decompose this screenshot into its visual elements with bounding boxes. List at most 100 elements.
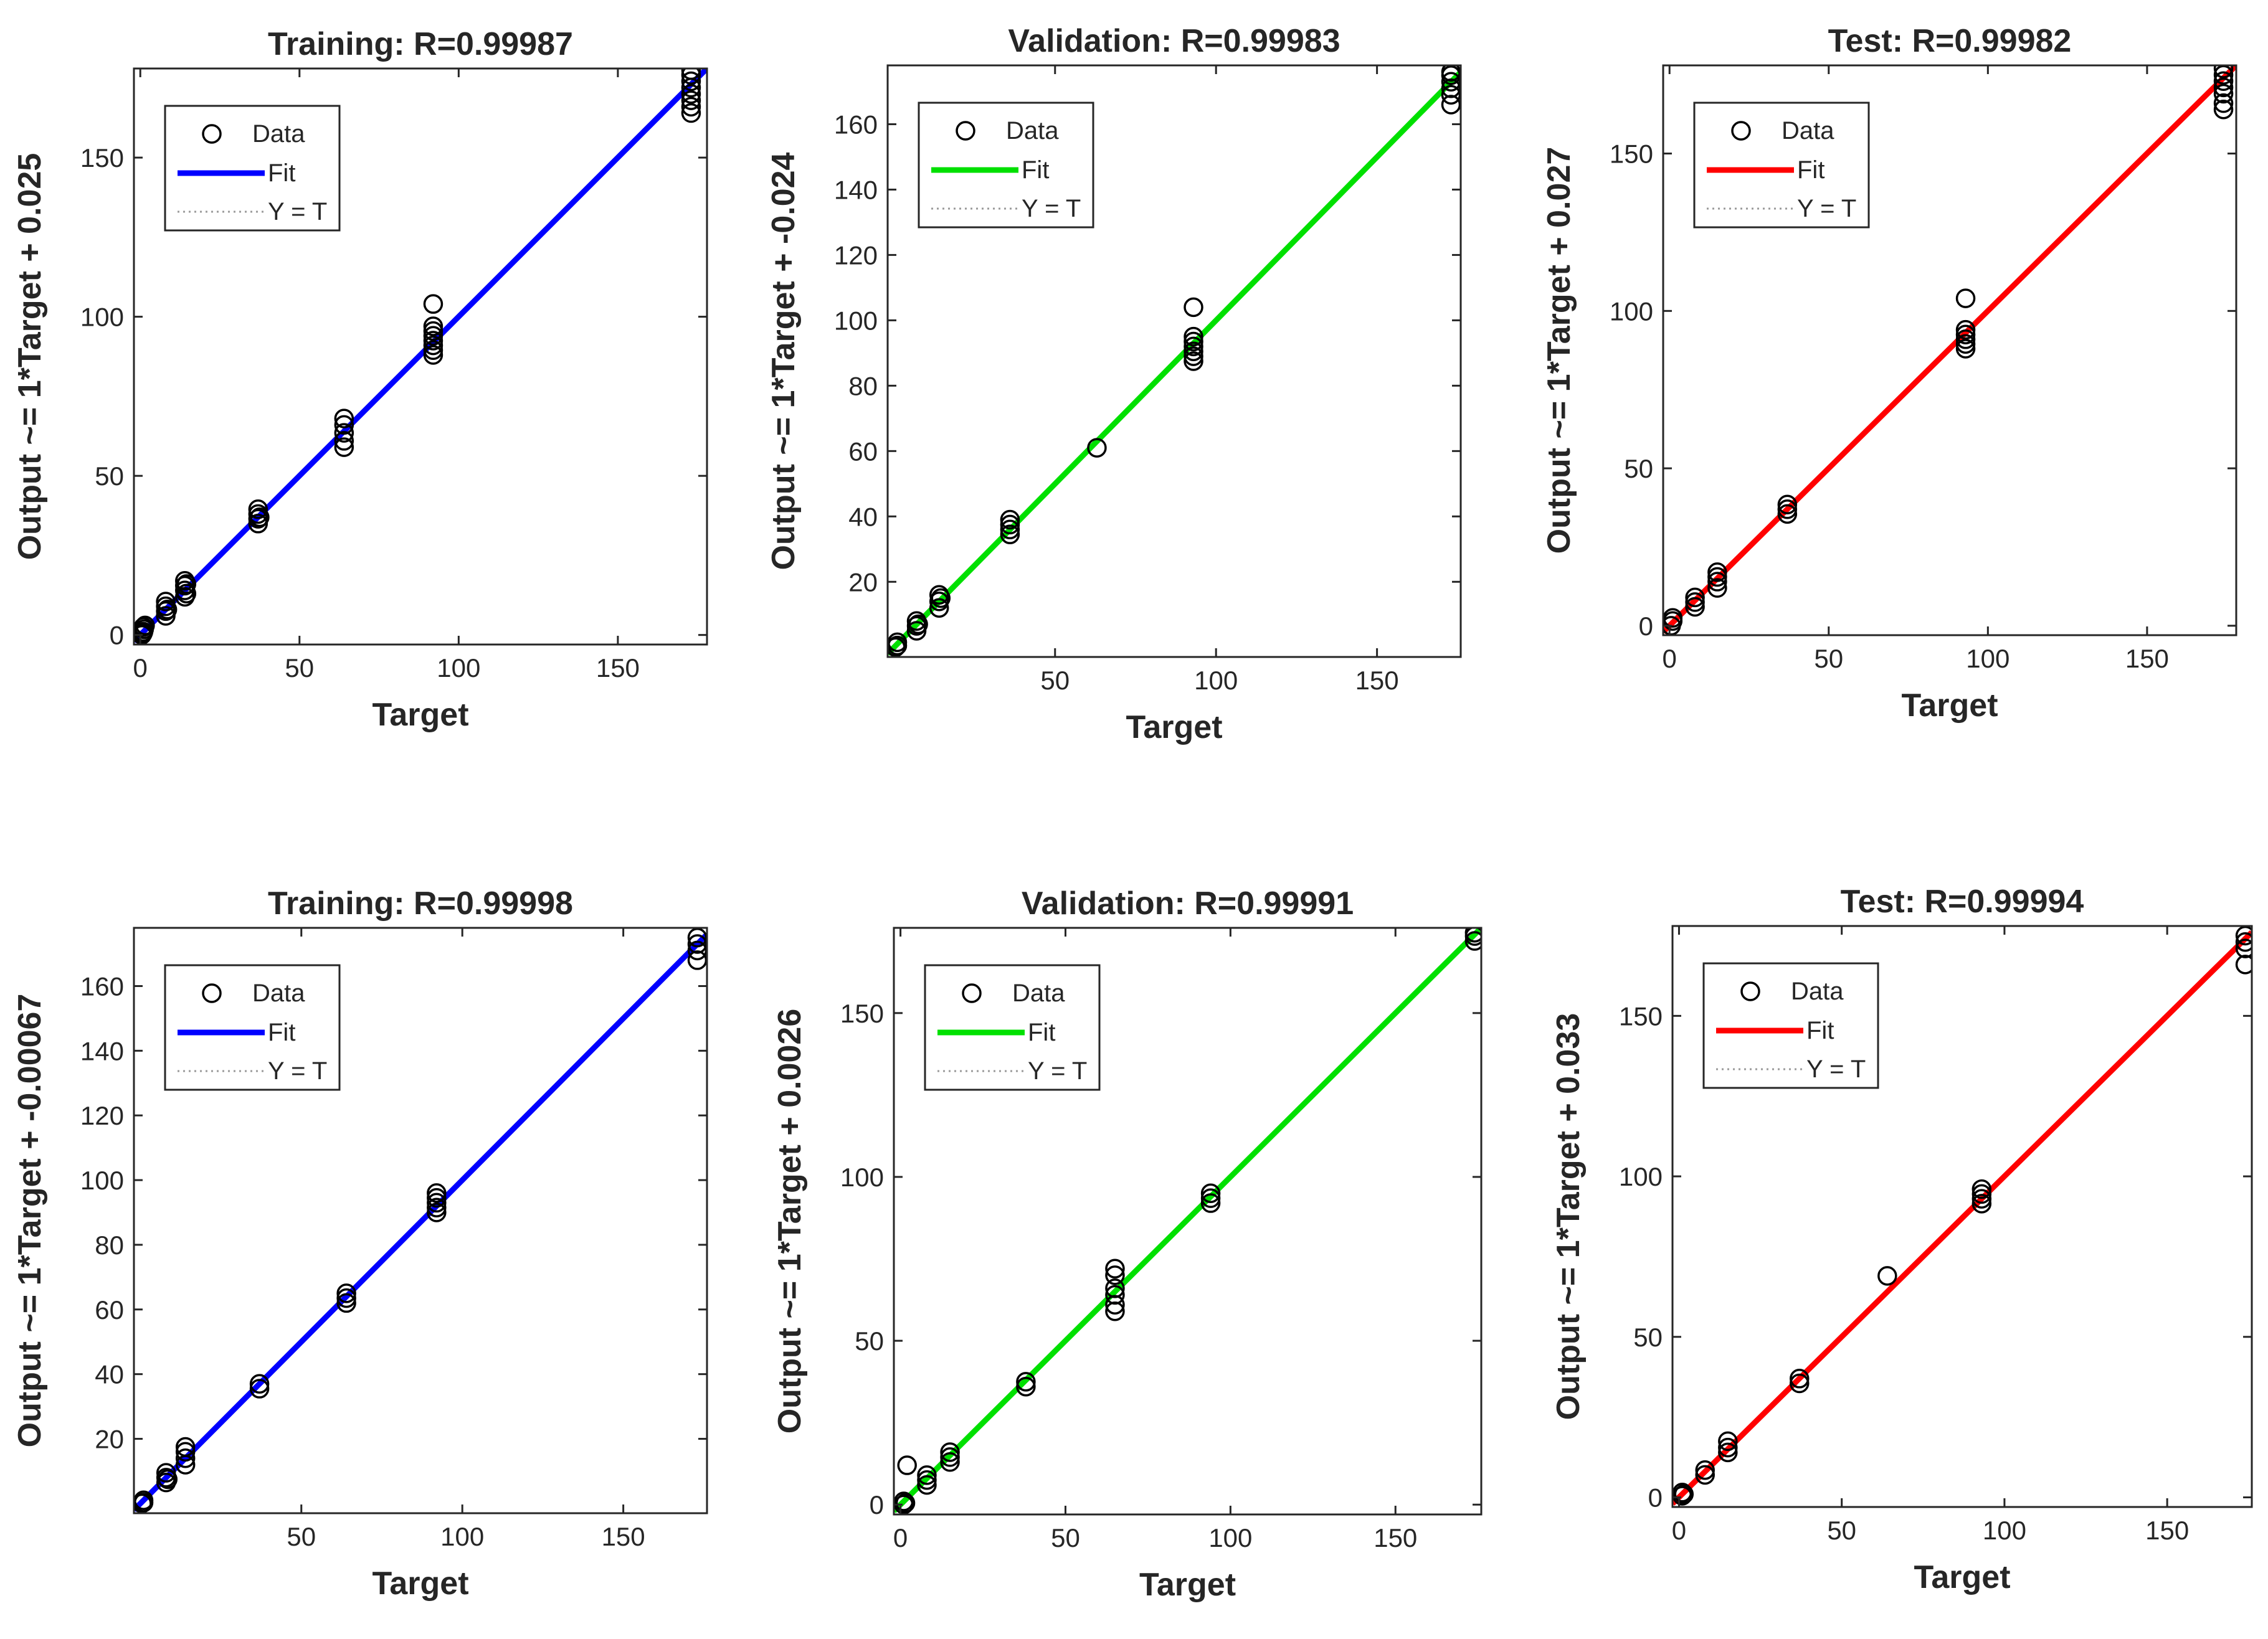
plot5-x-tick-label: 100 xyxy=(1208,1523,1252,1552)
plot2-data-point xyxy=(1000,524,1020,544)
plot2-data-point xyxy=(1184,341,1203,362)
plot6-legend-box xyxy=(1702,962,1879,1089)
plot1-data-point xyxy=(423,316,444,336)
plot6-legend-entry: Data xyxy=(1791,978,1844,1005)
plot2-data-point xyxy=(1184,297,1203,318)
plot6-data-point xyxy=(1971,1194,1992,1214)
plot1-data-point xyxy=(681,90,701,110)
plot4-data-point xyxy=(687,934,707,954)
plot2-legend-box xyxy=(918,102,1094,229)
plot1-data-point xyxy=(135,615,155,636)
plot6-data-point xyxy=(1971,1179,1992,1199)
plot1-data-point xyxy=(423,294,444,314)
plot3-data-point xyxy=(1777,494,1798,514)
plot2-data-point xyxy=(1184,326,1203,347)
plot2-data-point xyxy=(1000,509,1020,530)
plot1-data-point xyxy=(157,600,178,620)
plot4-data-point xyxy=(687,928,707,948)
plot5-data-point xyxy=(1200,1188,1221,1208)
plot2-data-point xyxy=(1441,85,1461,105)
plot5-data-point xyxy=(940,1447,960,1467)
plot4-x-tick-label: 100 xyxy=(440,1522,484,1551)
plot2-legend-entry: Y = T xyxy=(1022,195,1081,222)
plot1-legend-entry: Data xyxy=(252,120,305,148)
plot1-title: Training: R=0.99987 xyxy=(268,26,573,62)
plot1-data-point xyxy=(334,409,354,428)
plot5-y-tick-label: 50 xyxy=(855,1326,884,1356)
plot5-data-point xyxy=(894,1491,914,1511)
plot2-data-point xyxy=(908,614,928,635)
plot3-data-point xyxy=(2213,100,2234,120)
plot5-data-point xyxy=(1105,1285,1125,1305)
plot1-data-point xyxy=(681,103,701,123)
plot4-data-point xyxy=(427,1188,447,1208)
plot3-data-point xyxy=(2213,65,2234,78)
plot3-fit-line xyxy=(1663,65,2236,635)
plot4-data-point xyxy=(156,1468,176,1488)
plot2-y-tick-label: 140 xyxy=(834,175,878,204)
plot5-data-point xyxy=(1105,1265,1125,1285)
plot1-data-point xyxy=(156,592,176,612)
plot3-data-point xyxy=(2213,71,2234,92)
plot5-legend-entry: Y = T xyxy=(1028,1057,1087,1085)
plot3-legend-box xyxy=(1693,102,1870,229)
plot4-legend-entry: Fit xyxy=(268,1019,295,1046)
plot5-data-point xyxy=(1464,931,1481,951)
plot1-data-point xyxy=(423,321,444,341)
plot2-y-tick-label: 60 xyxy=(848,437,878,466)
plot2-data-point xyxy=(1000,519,1020,540)
plot6-x-tick-label: 50 xyxy=(1827,1516,1856,1545)
plot4-y-axis-label: Output ~= 1*Target + -0.00067 xyxy=(12,994,48,1448)
plot3-x-axis-label: Target xyxy=(1901,687,1998,724)
plot3-data-point xyxy=(1777,504,1798,524)
plot6-data-point xyxy=(2235,955,2252,975)
plot4-legend-data-marker xyxy=(202,983,222,1003)
plot3-data-point xyxy=(1955,288,1976,308)
plot5-data-point xyxy=(897,1455,917,1475)
plot5-data-point xyxy=(895,1493,916,1513)
plot2-data-point xyxy=(1087,438,1107,458)
plot5-axes-frame xyxy=(893,927,1483,1516)
plot3-data-point xyxy=(1685,587,1705,608)
plot1-y-tick-label: 0 xyxy=(110,621,124,650)
plot1-data-point xyxy=(334,423,354,443)
plot6-data-point xyxy=(1877,1266,1897,1286)
plot2-data-point xyxy=(1441,78,1461,98)
plot6-x-axis-label: Target xyxy=(1914,1559,2010,1595)
plot1-data-point xyxy=(248,509,268,529)
plot1: 0 50 100 150 0 50 100 150 Training: R=0.99987 Tar… xyxy=(12,26,708,733)
plot4-data-point xyxy=(249,1374,270,1394)
plot5-data-point xyxy=(1016,1372,1036,1392)
plot5-data-point xyxy=(1464,928,1481,943)
plot5-plot-area xyxy=(894,928,1481,1514)
plot6-data-point xyxy=(1718,1437,1738,1458)
plot3-data-point xyxy=(1685,592,1705,612)
plot6-data-point xyxy=(2235,938,2252,958)
plot6-x-tick-label: 150 xyxy=(2145,1516,2189,1545)
plot2-y-tick-label: 20 xyxy=(848,567,878,597)
plot6-legend-entry: Fit xyxy=(1806,1017,1834,1044)
plot3-legend-entry: Y = T xyxy=(1797,195,1856,222)
plot1-data-point xyxy=(423,326,444,346)
plot1-data-point xyxy=(681,68,701,80)
plot2-x-tick-label: 150 xyxy=(1355,666,1399,695)
plot4-data-point xyxy=(427,1193,447,1213)
plot1-data-point xyxy=(156,601,176,621)
plot3-legend: Data Fit Y = T xyxy=(1693,102,1870,229)
plot6-data-point xyxy=(1718,1431,1738,1452)
plot3-axes-frame xyxy=(1662,64,2237,636)
plot6-title: Test: R=0.99994 xyxy=(1841,884,2084,920)
plot2-x-axis-label: Target xyxy=(1126,709,1222,745)
plot3-data-point xyxy=(2213,83,2234,104)
plot5-data-point xyxy=(1105,1278,1125,1298)
plot5-data-point xyxy=(1016,1377,1036,1397)
plot4-title: Training: R=0.99998 xyxy=(268,886,573,922)
plot2-data-point xyxy=(1184,351,1203,371)
plot3-title: Test: R=0.99982 xyxy=(1828,23,2072,59)
plot5-legend-box xyxy=(924,964,1101,1091)
plot4-data-point xyxy=(427,1202,447,1222)
plot5-y-tick-label: 100 xyxy=(840,1163,884,1192)
plot5-x-tick-label: 150 xyxy=(1374,1523,1417,1552)
plot2-title: Validation: R=0.99983 xyxy=(1008,23,1340,59)
plot6-data-point xyxy=(2235,932,2252,952)
